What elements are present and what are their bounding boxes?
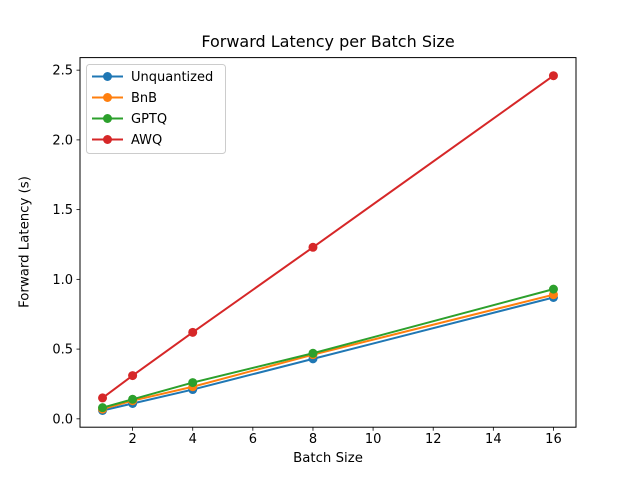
x-tick-label: 6 (249, 432, 257, 447)
y-tick-label: 2.0 (52, 133, 73, 148)
y-tick-label: 1.0 (52, 273, 73, 288)
data-point-awq (128, 371, 138, 381)
data-point-gptq (308, 348, 318, 358)
legend-label-bnb: BnB (131, 91, 157, 106)
legend-box (86, 64, 226, 154)
x-tick-label: 2 (128, 432, 136, 447)
y-tick-label: 2.5 (52, 64, 73, 79)
x-tick-label: 16 (545, 432, 562, 447)
data-point-awq (548, 71, 558, 81)
data-point-gptq (548, 284, 558, 294)
legend-marker-bnb (103, 93, 112, 102)
x-tick-label: 10 (365, 432, 382, 447)
data-point-gptq (128, 394, 138, 404)
data-point-awq (308, 242, 318, 252)
x-tick-label: 12 (425, 432, 442, 447)
data-point-awq (98, 393, 108, 403)
legend-marker-awq (103, 135, 112, 144)
legend-marker-unquantized (103, 72, 112, 81)
data-point-awq (188, 327, 198, 337)
axes-frame (79, 57, 577, 428)
y-tick-label: 0.5 (52, 343, 73, 358)
legend-marker-gptq (103, 114, 112, 123)
plot-line-bnb (102, 293, 554, 411)
y-axis-label: Forward Latency (s) (17, 176, 33, 308)
legend-label-gptq: GPTQ (131, 112, 167, 127)
y-tick-label: 0.0 (52, 412, 73, 427)
x-tick-label: 14 (485, 432, 502, 447)
chart-title: Forward Latency per Batch Size (201, 32, 455, 51)
data-point-gptq (98, 403, 108, 413)
x-tick-label: 8 (309, 432, 317, 447)
legend: Unquantized BnB GPTQ AWQ (86, 64, 226, 154)
x-tick-label: 4 (189, 432, 197, 447)
y-tick-label: 1.5 (52, 203, 73, 218)
x-axis-label: Batch Size (293, 451, 363, 466)
data-point-gptq (188, 378, 198, 388)
legend-label-unquantized: Unquantized (131, 70, 213, 85)
plot-line-unquantized (102, 296, 554, 412)
legend-label-awq: AWQ (131, 133, 162, 148)
